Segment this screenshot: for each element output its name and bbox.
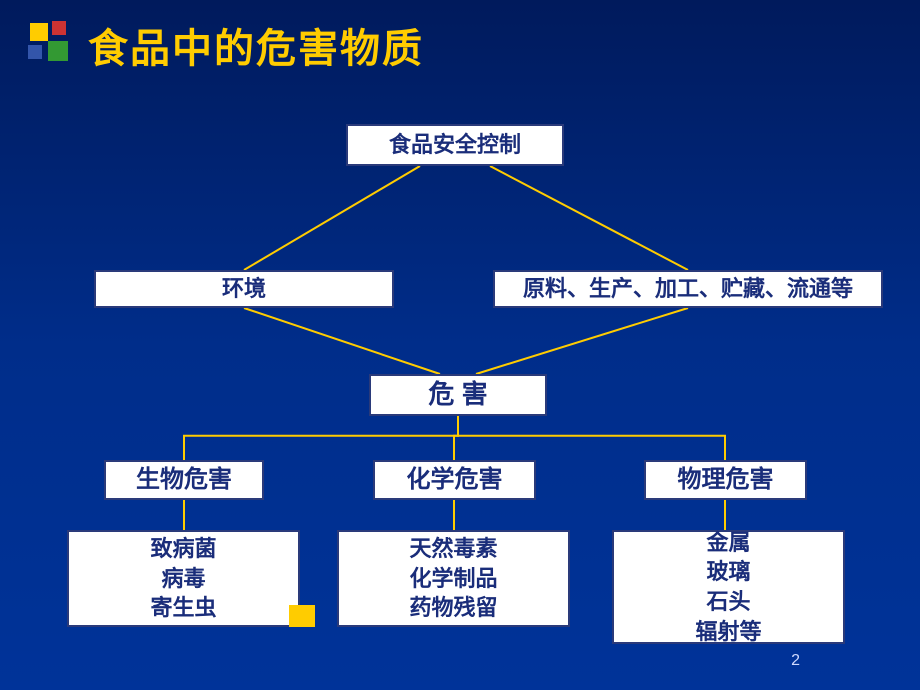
node-bio-items: 致病菌 病毒 寄生虫 [67, 530, 300, 627]
node-chem-items: 天然毒素 化学制品 药物残留 [337, 530, 570, 627]
node-proc: 原料、生产、加工、贮藏、流通等 [493, 270, 883, 308]
node-phys: 物理危害 [644, 460, 807, 500]
logo-icon [28, 21, 76, 69]
node-bio: 生物危害 [104, 460, 264, 500]
node-phys-items: 金属 玻璃 石头 辐射等 [612, 530, 845, 644]
node-env: 环境 [94, 270, 394, 308]
accent-bar [289, 605, 315, 627]
node-root: 食品安全控制 [346, 124, 564, 166]
slide-title: 食品中的危害物质 [88, 16, 424, 74]
page-number: 2 [791, 652, 800, 670]
node-chem: 化学危害 [373, 460, 536, 500]
node-hazard: 危 害 [369, 374, 547, 416]
slide-title-area: 食品中的危害物质 [28, 16, 424, 74]
